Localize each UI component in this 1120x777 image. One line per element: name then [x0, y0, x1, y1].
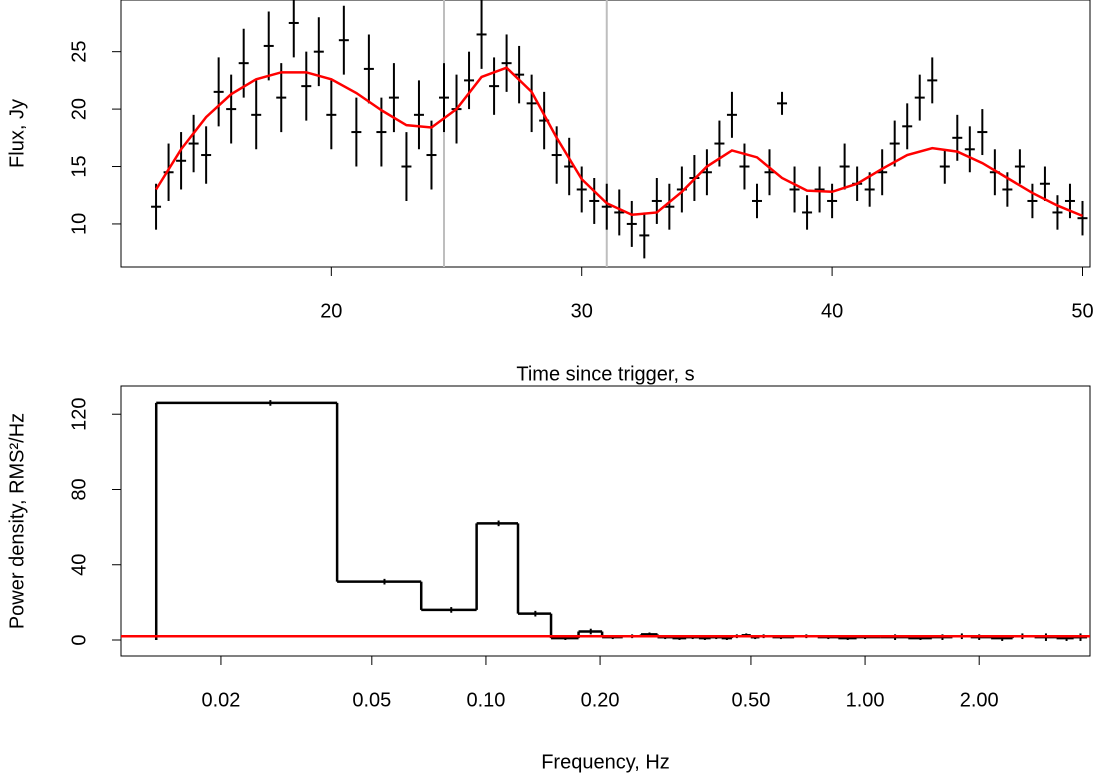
y-tick-label: 80: [68, 478, 90, 500]
x-tick-label: 1.00: [846, 689, 885, 711]
y-tick-label: 20: [68, 98, 90, 120]
y-tick-label: 120: [68, 398, 90, 431]
y-tick-label: 40: [68, 554, 90, 576]
x-tick-label: 50: [1071, 300, 1093, 322]
y-tick-label: 0: [68, 634, 90, 645]
plot-box: [120, 0, 1091, 268]
y-tick-label: 25: [68, 41, 90, 63]
x-tick-label: 0.10: [466, 689, 505, 711]
x-tick-label: 30: [571, 300, 593, 322]
x-tick-label: 0.20: [581, 689, 620, 711]
y-tick-label: 15: [68, 155, 90, 177]
x-tick-label: 20: [320, 300, 342, 322]
x-tick-label: 0.50: [731, 689, 770, 711]
x-axis-label: Time since trigger, s: [516, 363, 694, 385]
y-tick-label: 10: [68, 213, 90, 235]
x-tick-label: 0.02: [201, 689, 240, 711]
x-tick-label: 0.05: [352, 689, 391, 711]
model-line: [154, 66, 1083, 218]
x-tick-label: 2.00: [960, 689, 999, 711]
y-axis-label: Power density, RMS²/Hz: [6, 413, 28, 629]
x-tick-label: 40: [821, 300, 843, 322]
plot-box: [120, 385, 1091, 657]
y-axis-label: Flux, Jy: [6, 99, 28, 168]
x-axis-label: Frequency, Hz: [541, 751, 670, 773]
